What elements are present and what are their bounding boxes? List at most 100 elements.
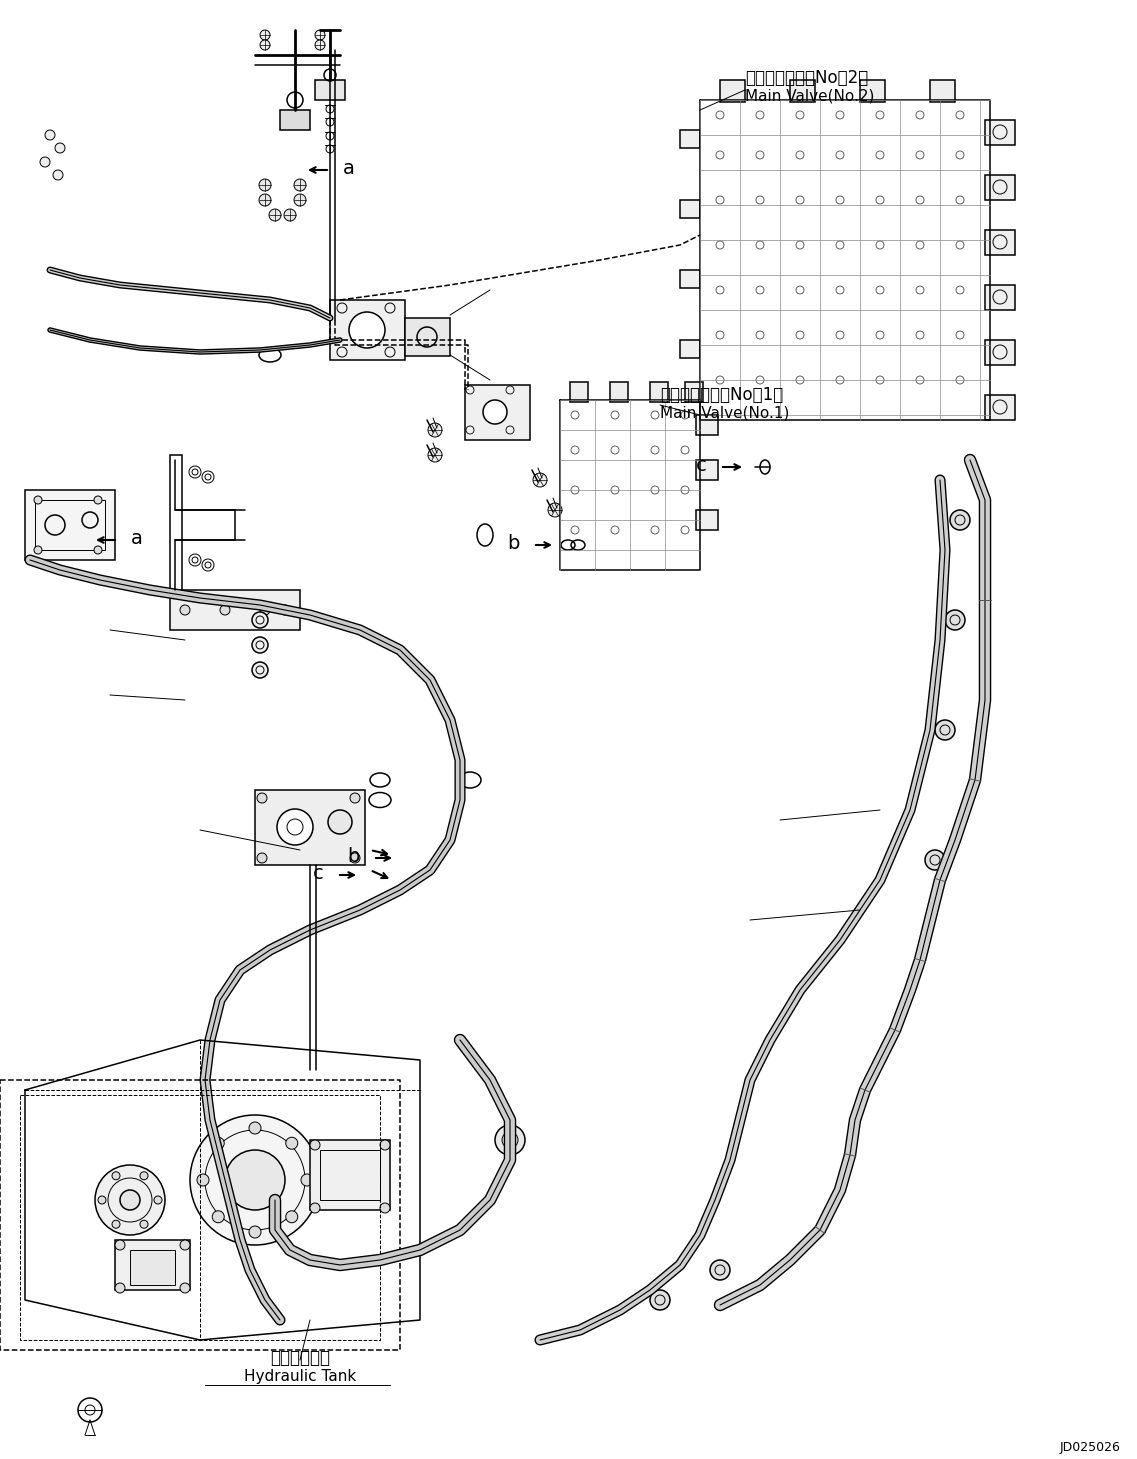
Bar — [171, 589, 300, 630]
Bar — [680, 200, 700, 217]
Circle shape — [935, 719, 955, 740]
Circle shape — [280, 605, 290, 616]
Bar — [985, 231, 1015, 255]
Text: b: b — [348, 846, 360, 865]
Circle shape — [121, 1191, 140, 1210]
Circle shape — [249, 1122, 262, 1134]
Bar — [680, 130, 700, 147]
Circle shape — [55, 143, 65, 153]
Bar — [680, 270, 700, 287]
Circle shape — [301, 1174, 313, 1186]
Circle shape — [260, 31, 269, 39]
Text: メインバルブ（No．2）: メインバルブ（No．2） — [745, 69, 869, 88]
Circle shape — [34, 496, 42, 503]
Bar — [985, 395, 1015, 420]
Bar — [696, 511, 717, 530]
Circle shape — [213, 1137, 224, 1150]
Text: Main Valve(No.1): Main Valve(No.1) — [659, 406, 789, 420]
Circle shape — [113, 1172, 121, 1180]
Circle shape — [349, 312, 385, 349]
Circle shape — [327, 810, 352, 835]
Circle shape — [260, 39, 269, 50]
Bar — [465, 385, 530, 441]
Circle shape — [310, 1139, 319, 1150]
Bar — [130, 1250, 175, 1285]
Circle shape — [259, 194, 271, 206]
Bar — [985, 340, 1015, 365]
Bar — [115, 1240, 190, 1290]
Bar — [319, 1150, 380, 1199]
Circle shape — [269, 209, 281, 220]
Bar — [35, 500, 105, 550]
Circle shape — [548, 503, 562, 516]
Circle shape — [180, 605, 190, 616]
Circle shape — [257, 794, 267, 802]
Bar — [720, 80, 745, 102]
Bar — [985, 175, 1015, 200]
Bar — [860, 80, 885, 102]
Circle shape — [96, 1164, 165, 1234]
Circle shape — [951, 511, 970, 530]
Circle shape — [115, 1282, 125, 1293]
Circle shape — [40, 158, 50, 166]
Bar — [310, 1139, 390, 1210]
Text: メインバルブ（No．1）: メインバルブ（No．1） — [659, 387, 783, 404]
Bar — [930, 80, 955, 102]
Circle shape — [428, 423, 442, 438]
Circle shape — [94, 546, 102, 554]
Text: a: a — [343, 159, 355, 178]
Circle shape — [257, 854, 267, 864]
Text: 作動油タンク: 作動油タンク — [269, 1350, 330, 1367]
Circle shape — [294, 179, 306, 191]
Text: Hydraulic Tank: Hydraulic Tank — [243, 1369, 356, 1383]
Circle shape — [926, 851, 945, 870]
Circle shape — [284, 209, 296, 220]
Circle shape — [650, 1290, 670, 1310]
Circle shape — [350, 854, 360, 864]
Bar — [609, 382, 628, 403]
Circle shape — [113, 1220, 121, 1228]
Circle shape — [310, 1204, 319, 1212]
Bar — [25, 490, 115, 560]
Bar — [696, 460, 717, 480]
Circle shape — [140, 1172, 148, 1180]
Circle shape — [140, 1220, 148, 1228]
Circle shape — [197, 1174, 209, 1186]
Bar — [985, 285, 1015, 309]
Circle shape — [252, 638, 268, 654]
Bar — [171, 455, 182, 595]
Bar — [696, 414, 717, 435]
Circle shape — [428, 448, 442, 463]
Bar — [570, 382, 588, 403]
Text: Main Valve(No.2): Main Valve(No.2) — [745, 89, 874, 104]
Circle shape — [259, 179, 271, 191]
Circle shape — [277, 808, 313, 845]
Text: c: c — [314, 864, 324, 883]
Circle shape — [285, 1211, 298, 1223]
Bar — [790, 80, 815, 102]
Circle shape — [180, 1240, 190, 1250]
Circle shape — [380, 1139, 390, 1150]
Circle shape — [153, 1196, 161, 1204]
Circle shape — [945, 610, 965, 630]
Circle shape — [225, 1150, 285, 1210]
Circle shape — [260, 605, 269, 616]
Circle shape — [98, 1196, 106, 1204]
Circle shape — [285, 1137, 298, 1150]
Circle shape — [190, 1115, 319, 1245]
Circle shape — [380, 1204, 390, 1212]
Text: a: a — [131, 528, 143, 547]
Circle shape — [495, 1125, 525, 1156]
Circle shape — [34, 546, 42, 554]
Bar — [255, 789, 365, 865]
Bar — [680, 340, 700, 357]
Circle shape — [115, 1240, 125, 1250]
Bar — [985, 120, 1015, 144]
Circle shape — [249, 1226, 262, 1239]
Bar — [650, 382, 669, 403]
Circle shape — [219, 605, 230, 616]
Circle shape — [350, 794, 360, 802]
Circle shape — [533, 473, 547, 487]
Bar — [280, 109, 310, 130]
Circle shape — [315, 39, 325, 50]
